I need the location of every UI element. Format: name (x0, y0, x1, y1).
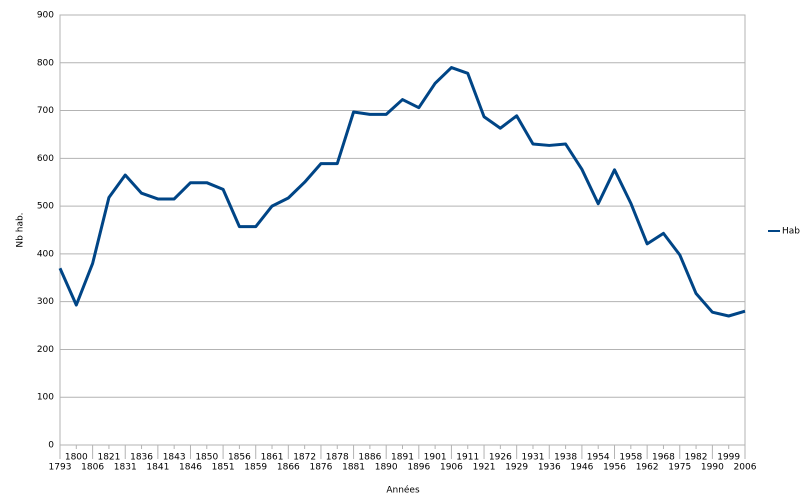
x-tick-label: 1929 (505, 463, 528, 473)
x-tick-label: 1906 (440, 463, 463, 473)
x-tick-label: 1890 (375, 463, 398, 473)
x-tick-label: 1999 (717, 453, 740, 463)
y-tick-label: 600 (37, 154, 54, 164)
y-tick-label: 700 (37, 106, 54, 116)
y-tick-label: 500 (37, 202, 54, 212)
x-tick-label: 1946 (570, 463, 593, 473)
x-tick-label: 1975 (668, 463, 691, 473)
x-tick-label: 1836 (130, 453, 153, 463)
x-tick-label: 1878 (326, 453, 349, 463)
x-tick-label: 1990 (701, 463, 724, 473)
x-tick-label: 1866 (277, 463, 300, 473)
x-tick-label: 1911 (456, 453, 479, 463)
x-tick-label: 1886 (358, 453, 381, 463)
x-tick-label: 1806 (81, 463, 104, 473)
x-tick-label: 1896 (407, 463, 430, 473)
y-tick-label: 0 (48, 441, 54, 451)
x-tick-label: 1831 (114, 463, 137, 473)
x-axis-label: Années (386, 485, 420, 496)
series-line (58, 66, 746, 318)
x-tick-label: 1891 (391, 453, 414, 463)
x-tick-label: 1843 (163, 453, 186, 463)
x-tick-label: 1938 (554, 453, 577, 463)
x-tick-label: 1982 (685, 453, 708, 463)
y-tick-label: 200 (37, 345, 54, 355)
x-tick-label: 1968 (652, 453, 675, 463)
x-tick-label: 1793 (49, 463, 72, 473)
x-tick-label: 1821 (97, 453, 120, 463)
x-tick-label: 1936 (538, 463, 561, 473)
x-tick-label: 1856 (228, 453, 251, 463)
x-tick-label: 1850 (195, 453, 218, 463)
legend-label: Hab. (782, 227, 800, 237)
x-tick-label: 1956 (603, 463, 626, 473)
x-tick-label: 1846 (179, 463, 202, 473)
x-tick-label: 2006 (734, 463, 757, 473)
x-tick-label: 1954 (587, 453, 610, 463)
y-tick-label: 100 (37, 393, 54, 403)
x-tick-label: 1861 (261, 453, 284, 463)
x-tick-label: 1872 (293, 453, 316, 463)
x-tick-label: 1881 (342, 463, 365, 473)
x-tick-label: 1800 (65, 453, 88, 463)
x-tick-label: 1851 (212, 463, 235, 473)
x-tick-label: 1926 (489, 453, 512, 463)
x-tick-label: 1859 (244, 463, 267, 473)
x-tick-label: 1841 (146, 463, 169, 473)
x-tick-label: 1958 (619, 453, 642, 463)
x-tick-label: 1901 (424, 453, 447, 463)
y-tick-label: 300 (37, 297, 54, 307)
y-axis-label: Nb hab. (16, 212, 26, 247)
y-tick-label: 400 (37, 249, 54, 259)
x-tick-label: 1931 (522, 453, 545, 463)
y-tick-label: 900 (37, 11, 54, 21)
x-tick-label: 1876 (309, 463, 332, 473)
x-tick-label: 1962 (636, 463, 659, 473)
y-tick-label: 800 (37, 58, 54, 68)
x-tick-label: 1921 (473, 463, 496, 473)
